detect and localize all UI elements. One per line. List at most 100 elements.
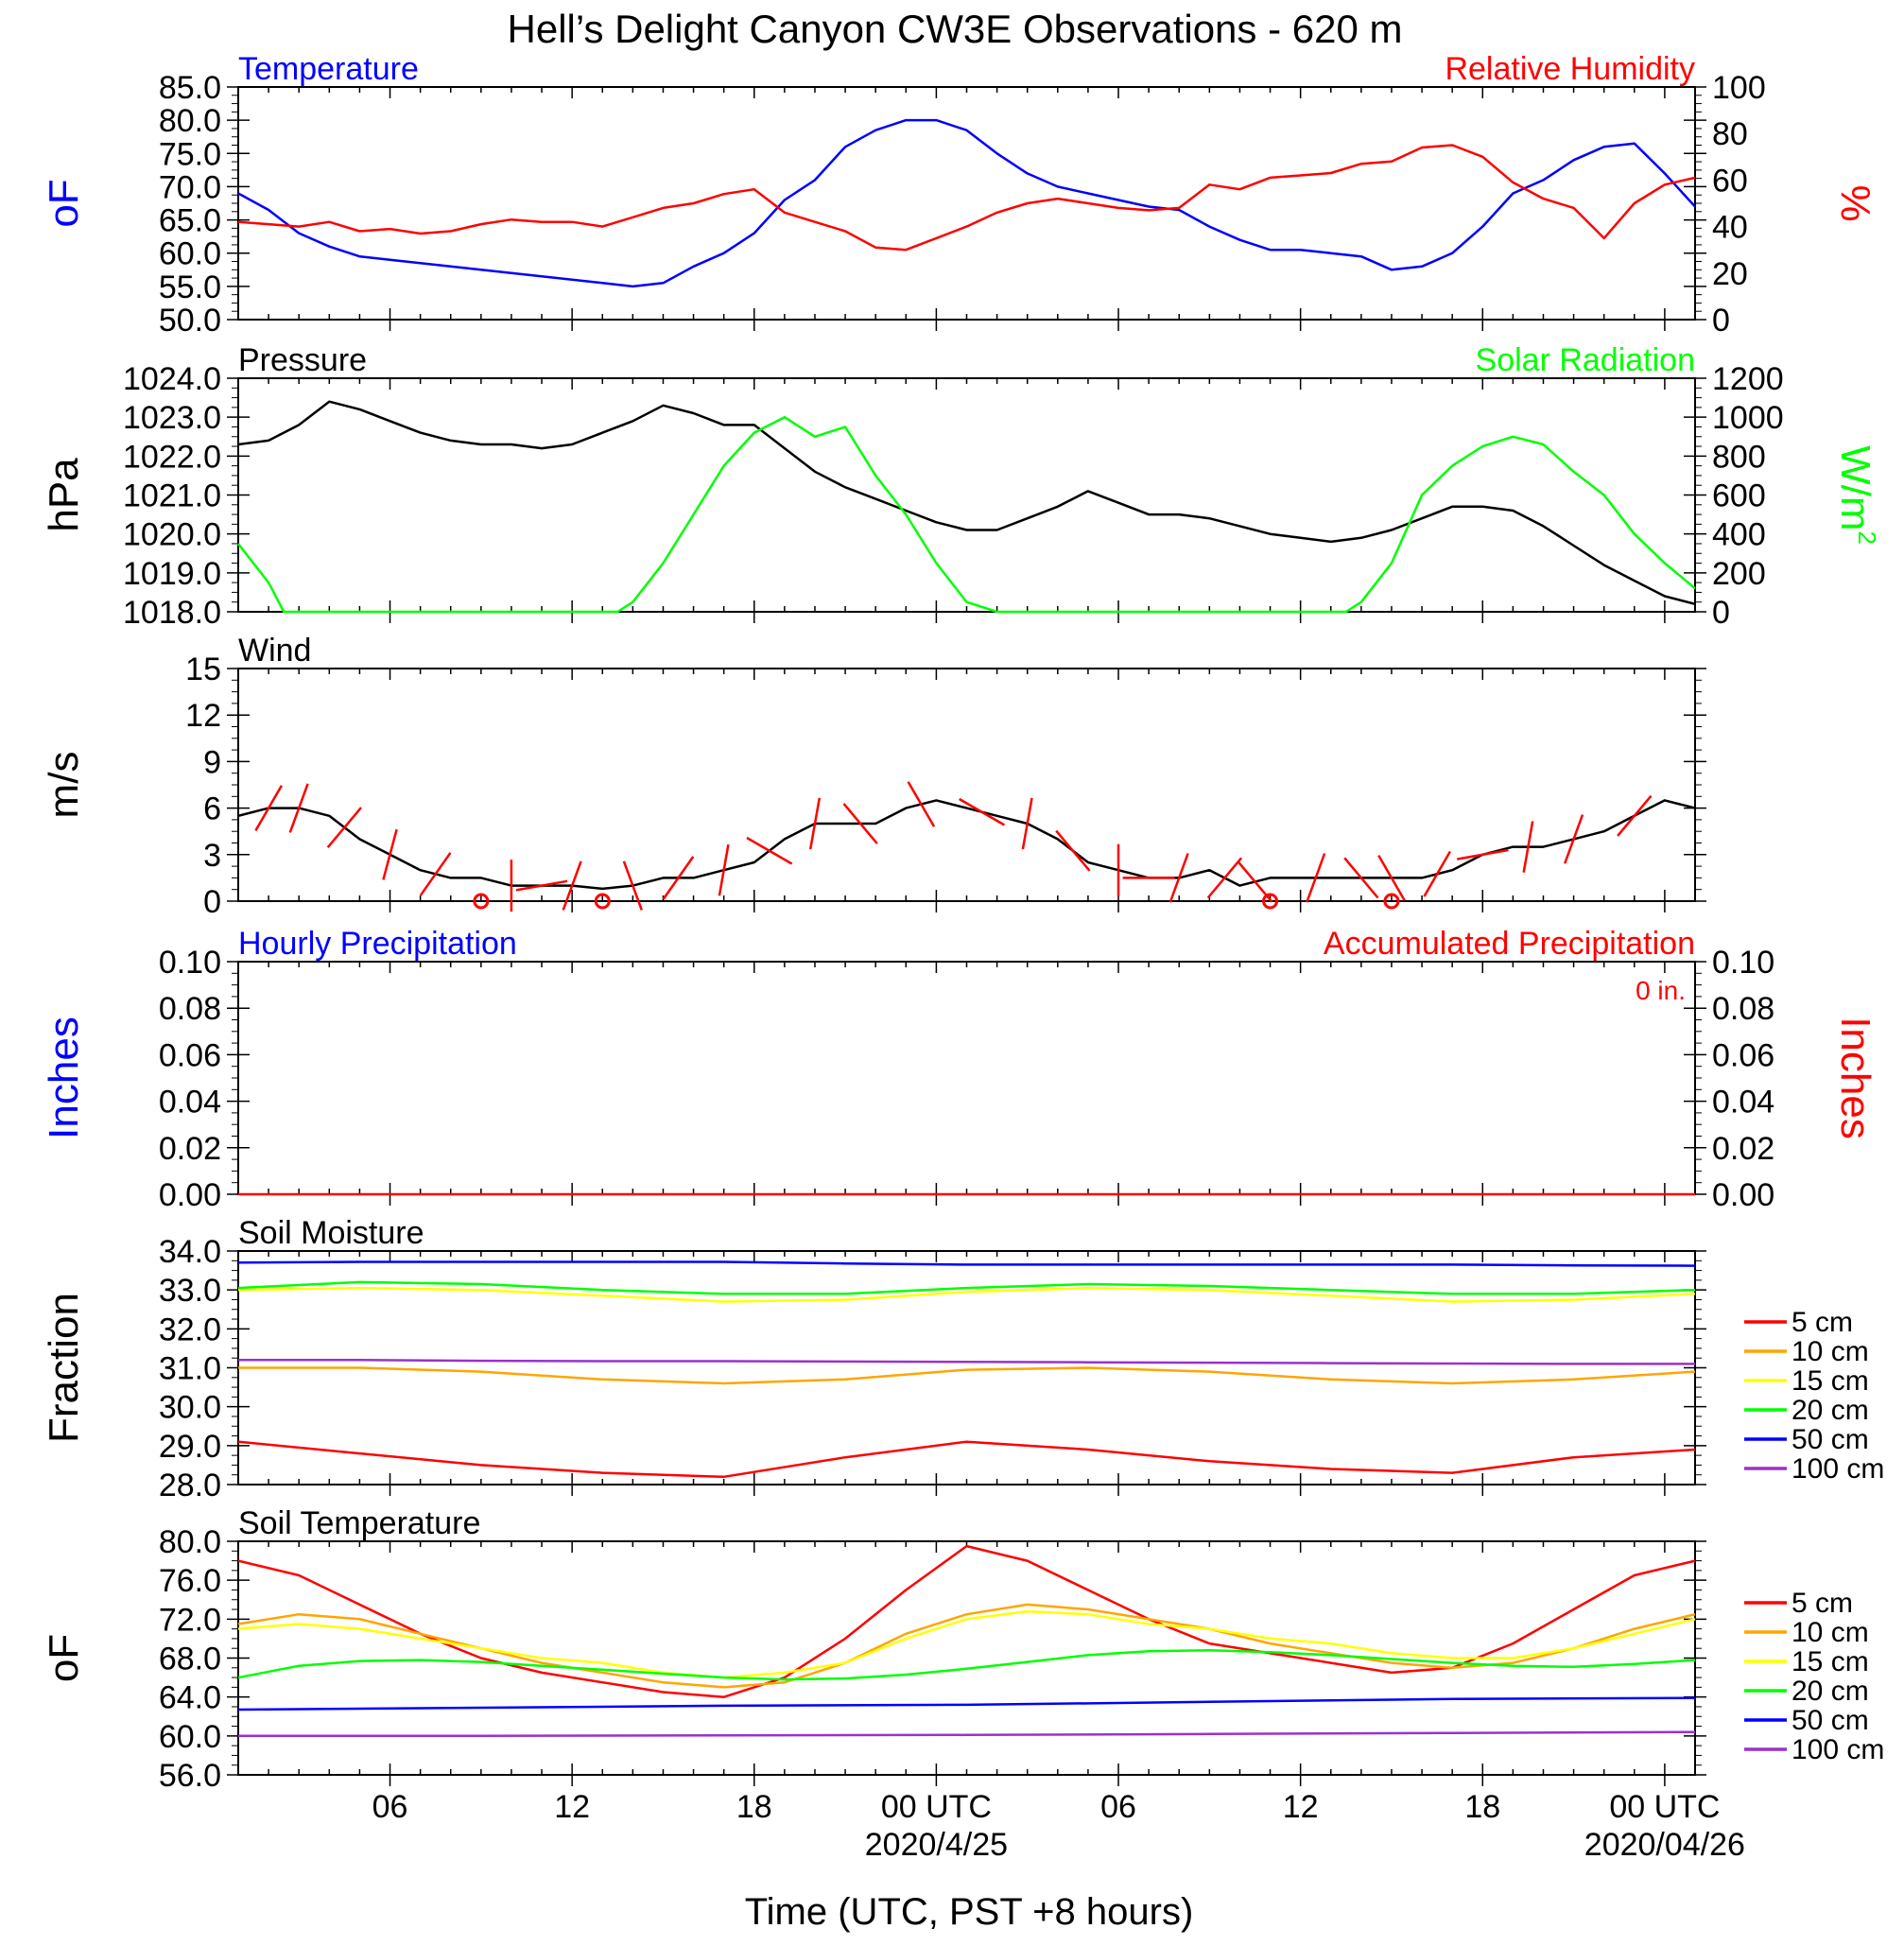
x-tick-label: 00 UTC	[881, 1789, 992, 1825]
panel-5-series-20-cm	[237, 1280, 1696, 1295]
panel-2-ytick-label-right: 200	[1712, 556, 1766, 592]
panel-5-ytick-label: 28.0	[159, 1468, 221, 1503]
panel-1-ytick-label-right: 0	[1712, 303, 1730, 339]
panel-3-frame	[237, 668, 1696, 902]
panel-3: 0 3 6 9 12 15 Wind m/s	[41, 633, 1706, 920]
panel-2-frame	[237, 377, 1696, 613]
panel-6-series-100-cm	[238, 1730, 1696, 1738]
panel-6-ytick-label: 64.0	[159, 1680, 221, 1716]
wind-calm-marker	[594, 893, 611, 910]
panel-2-ytick-label: 1021.0	[123, 478, 221, 514]
panel-6-left-unit: oF	[41, 1634, 87, 1682]
panel-6: 56.060.064.068.0 72.076.080.0 Soil Tempera…	[41, 1505, 1884, 1794]
wind-direction-barb	[419, 852, 452, 896]
panel-5-series-15-cm	[237, 1286, 1696, 1303]
panel-5-legend-item: 50 cm	[1744, 1424, 1869, 1455]
panel-4: 0.00 0.02 0.04 0.06 0.08 0.10 0.00 0.02 0.04 0.06…	[41, 926, 1878, 1213]
panel-4-ytick-label-right: 0.00	[1712, 1177, 1774, 1213]
wind-direction-barb	[1168, 853, 1189, 903]
panel-4-ytick-label: 0.04	[159, 1085, 221, 1121]
panel-6-series-5-cm	[237, 1544, 1696, 1698]
panel-1-ytick-label-right: 40	[1712, 210, 1748, 246]
panel-4-ytick-label: 0.00	[159, 1177, 221, 1213]
panel-5-legend-item: 20 cm	[1744, 1395, 1869, 1426]
panel-6-legend-item: 15 cm	[1744, 1646, 1869, 1677]
panel-1-frame	[237, 86, 1696, 321]
wind-direction-barb	[808, 797, 822, 850]
x-tick-label: 00 UTC	[1609, 1789, 1720, 1825]
panel-5-ytick-label: 29.0	[159, 1429, 221, 1465]
panel-5-legend-item: 10 cm	[1744, 1336, 1869, 1367]
wind-calm-marker	[1383, 893, 1400, 910]
x-date-label: 2020/04/26	[1584, 1827, 1745, 1863]
x-tick-label: 06	[1100, 1789, 1136, 1825]
panel-5-ytick-label: 34.0	[159, 1234, 221, 1270]
panel-1-ytick-label-right: 100	[1712, 70, 1766, 106]
wind-calm-marker	[1262, 893, 1279, 910]
panel-6-legend-label: 5 cm	[1791, 1588, 1853, 1619]
panel-4-ytick-label-right: 0.10	[1712, 945, 1774, 981]
panel-1-ytick-label: 85.0	[159, 70, 221, 106]
panel-3-ytick-label: 15	[185, 652, 221, 687]
panel-4-left-title: Hourly Precipitation	[238, 926, 517, 962]
panel-2-ytick-label-right: 400	[1712, 517, 1766, 553]
panel-2-ytick-label: 1022.0	[123, 439, 221, 475]
wind-direction-barb	[622, 860, 643, 911]
panel-6-ytick-label: 56.0	[159, 1758, 221, 1794]
x-axis-label: Time (UTC, PST +8 hours)	[745, 1891, 1194, 1933]
wind-direction-barb	[1456, 848, 1509, 860]
wind-direction-barb	[959, 797, 1006, 826]
panel-6-legend-label: 50 cm	[1791, 1705, 1869, 1736]
panel-6-legend-item: 20 cm	[1744, 1676, 1869, 1707]
x-tick-label: 12	[1283, 1789, 1319, 1825]
panel-1-series-2	[237, 144, 1696, 252]
wind-direction-barb	[1206, 857, 1243, 899]
panel-6-legend-item: 5 cm	[1744, 1588, 1853, 1619]
panel-2-series-2	[237, 415, 1696, 614]
panel-4-ytick-label-right: 0.08	[1712, 991, 1774, 1027]
wind-direction-marks	[254, 781, 1653, 912]
panel-2-right-unit: W/m2	[1832, 445, 1881, 545]
panel-1-ytick-label: 70.0	[159, 169, 221, 205]
panel-4-ytick-label: 0.02	[159, 1131, 221, 1167]
wind-direction-barb	[1021, 797, 1033, 850]
panel-2-ytick-label: 1020.0	[123, 517, 221, 553]
panel-2-ytick-label: 1023.0	[123, 400, 221, 436]
panel-5-legend-label: 20 cm	[1791, 1395, 1869, 1426]
panel-4-ytick-label-right: 0.02	[1712, 1131, 1774, 1167]
panel-2-ytick-label-right: 1200	[1712, 361, 1784, 397]
panel-2-ytick-label-right: 1000	[1712, 400, 1784, 436]
panel-2-left-title: Pressure	[238, 342, 367, 378]
panel-5-legend-item: 5 cm	[1744, 1307, 1853, 1338]
panel-4-ytick-label: 0.10	[159, 945, 221, 981]
panel-5-left-title: Soil Moisture	[238, 1215, 424, 1251]
panel-2-right-title: Solar Radiation	[1476, 342, 1695, 378]
panel-6-ytick-label: 60.0	[159, 1719, 221, 1755]
panel-6-legend-label: 10 cm	[1791, 1617, 1869, 1648]
panel-5-ytick-label: 32.0	[159, 1312, 221, 1347]
panel-5-legend-label: 15 cm	[1791, 1365, 1869, 1397]
panel-2-ytick-label: 1024.0	[123, 361, 221, 397]
wind-direction-barb	[1306, 853, 1326, 903]
panel-1-right-unit: %	[1832, 184, 1878, 221]
panel-5-legend-label: 100 cm	[1791, 1453, 1884, 1485]
chart-title: Hell’s Delight Canyon CW3E Observations …	[508, 7, 1403, 51]
panel-1-ytick-label: 80.0	[159, 103, 221, 139]
x-tick-label: 12	[554, 1789, 590, 1825]
panel-6-legend-label: 15 cm	[1791, 1646, 1869, 1677]
panel-6-series-50-cm	[237, 1696, 1696, 1711]
panel-2-series-1	[237, 400, 1696, 606]
panel-1-series-1	[237, 118, 1696, 288]
panel-6-series-15-cm	[237, 1609, 1696, 1679]
panel-6-legend-label: 100 cm	[1791, 1734, 1884, 1765]
panel-3-left-unit: m/s	[41, 752, 87, 819]
panel-1-ytick-label-right: 80	[1712, 116, 1748, 152]
panel-3-ytick-label: 0	[203, 884, 221, 920]
panel-4-frame	[237, 961, 1696, 1195]
panel-1-ytick-label-right: 20	[1712, 256, 1748, 292]
panel-3-series-1	[237, 799, 1696, 891]
panel-6-left-title: Soil Temperature	[238, 1505, 480, 1541]
panel-5-frame	[237, 1250, 1696, 1486]
panel-5-legend-label: 50 cm	[1791, 1424, 1869, 1455]
